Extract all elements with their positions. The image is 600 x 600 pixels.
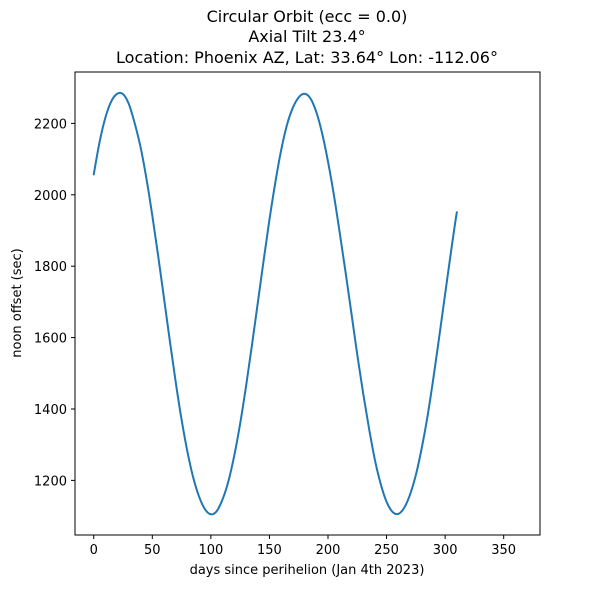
y-tick-label: 1400	[34, 403, 67, 418]
chart-title-line-2: Axial Tilt 23.4°	[248, 27, 365, 46]
x-tick-label: 0	[90, 543, 98, 558]
x-tick-label: 300	[433, 543, 458, 558]
y-axis-label: noon offset (sec)	[10, 248, 25, 358]
x-axis-label: days since perihelion (Jan 4th 2023)	[190, 563, 425, 578]
series-line-noon-offset	[92, 91, 458, 516]
y-tick-label: 1800	[34, 260, 67, 275]
y-tick-label: 2000	[34, 189, 67, 204]
plot-area: 0 50 100 150 200 250 300 350 1200 1400 1600 1800 200…	[34, 91, 516, 558]
x-tick-label: 250	[374, 543, 399, 558]
x-tick-label: 150	[257, 543, 282, 558]
chart-title-line-1: Circular Orbit (ecc = 0.0)	[207, 7, 408, 26]
y-tick-label: 1600	[34, 332, 67, 347]
plot-frame	[74, 71, 541, 536]
x-tick-label: 50	[144, 543, 161, 558]
x-tick-label: 350	[491, 543, 516, 558]
y-tick-label: 2200	[34, 117, 67, 132]
chart-title-line-3: Location: Phoenix AZ, Lat: 33.64° Lon: -…	[116, 48, 498, 67]
y-tick-label: 1200	[34, 474, 67, 489]
x-tick-label: 200	[316, 543, 341, 558]
x-tick-label: 100	[198, 543, 223, 558]
